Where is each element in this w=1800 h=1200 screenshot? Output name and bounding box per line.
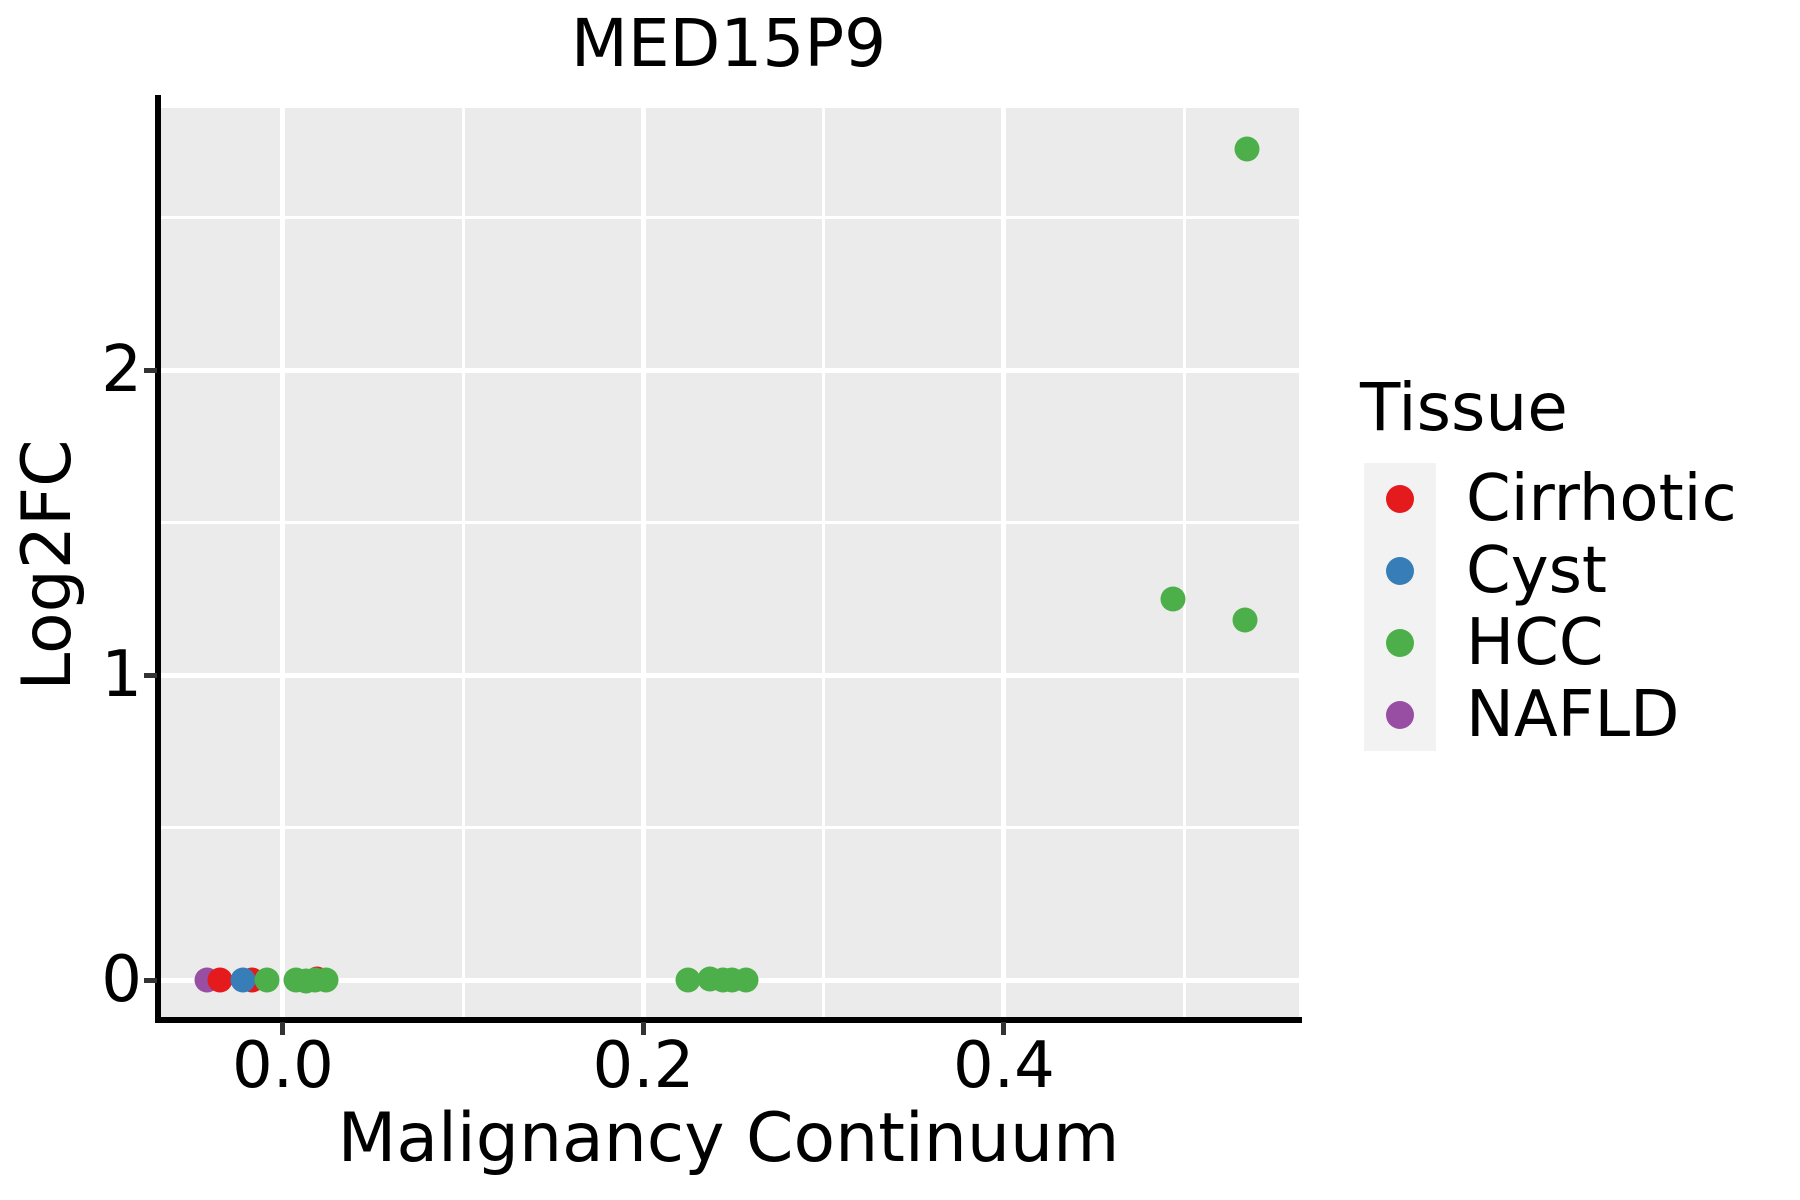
legend-item-hcc: HCC	[1360, 606, 1737, 681]
legend-item-label: NAFLD	[1466, 678, 1680, 753]
minor-gridline-horizontal	[158, 826, 1299, 830]
minor-gridline-horizontal	[158, 216, 1299, 219]
major-gridline-horizontal	[158, 367, 1299, 373]
data-point	[733, 967, 759, 993]
legend-items: Cirrhotic Cyst HCC NAFLD	[1360, 462, 1737, 753]
cirrhotic-dot-icon	[1386, 485, 1414, 514]
legend-item-cirrhotic: Cirrhotic	[1360, 462, 1737, 537]
legend-key	[1364, 535, 1436, 608]
minor-gridline-vertical	[1182, 108, 1186, 1020]
data-point	[1232, 607, 1258, 633]
x-axis-label: Malignancy Continuum	[337, 1099, 1120, 1178]
y-axis-label: Log2FC	[8, 439, 87, 691]
data-point	[230, 967, 256, 993]
minor-gridline-vertical	[461, 108, 465, 1020]
data-point	[1234, 136, 1260, 162]
y-tick-mark	[144, 977, 157, 983]
y-tick-label: 0	[101, 943, 142, 1018]
legend-item-label: Cyst	[1466, 534, 1607, 609]
minor-gridline-vertical	[822, 108, 826, 1020]
x-tick-label: 0.2	[592, 1029, 695, 1103]
x-tick-mark	[640, 1022, 646, 1035]
x-tick-mark	[1001, 1022, 1007, 1035]
x-axis-line	[155, 1017, 1302, 1023]
data-point	[675, 967, 701, 993]
legend: Tissue Cirrhotic Cyst HCC NAFLD	[1360, 368, 1737, 753]
y-axis-line	[155, 95, 161, 1023]
y-tick-label: 1	[101, 638, 142, 713]
nafld-dot-icon	[1386, 701, 1414, 730]
major-gridline-vertical	[640, 108, 646, 1020]
legend-item-nafld: NAFLD	[1360, 678, 1737, 753]
data-point	[313, 967, 339, 993]
x-tick-mark	[280, 1022, 286, 1035]
y-tick-label: 2	[101, 333, 142, 407]
major-gridline-horizontal	[158, 672, 1299, 678]
major-gridline-vertical	[280, 108, 286, 1020]
legend-title: Tissue	[1360, 369, 1568, 446]
minor-gridline-horizontal	[158, 521, 1299, 525]
legend-item-cyst: Cyst	[1360, 534, 1737, 609]
legend-key	[1364, 463, 1436, 536]
data-point	[254, 967, 280, 993]
legend-item-label: HCC	[1466, 606, 1604, 681]
x-tick-label: 0.0	[232, 1029, 334, 1103]
y-tick-mark	[144, 672, 157, 678]
hcc-dot-icon	[1386, 629, 1414, 658]
plot-title: MED15P9	[570, 5, 887, 82]
data-point	[1160, 586, 1186, 612]
major-gridline-vertical	[1001, 108, 1007, 1020]
plot-panel	[158, 108, 1299, 1020]
y-tick-mark	[144, 367, 157, 373]
legend-key	[1364, 607, 1436, 680]
legend-key	[1364, 679, 1436, 752]
legend-item-label: Cirrhotic	[1466, 462, 1737, 537]
x-tick-label: 0.4	[953, 1029, 1055, 1103]
cyst-dot-icon	[1386, 557, 1414, 586]
data-point	[207, 967, 233, 993]
